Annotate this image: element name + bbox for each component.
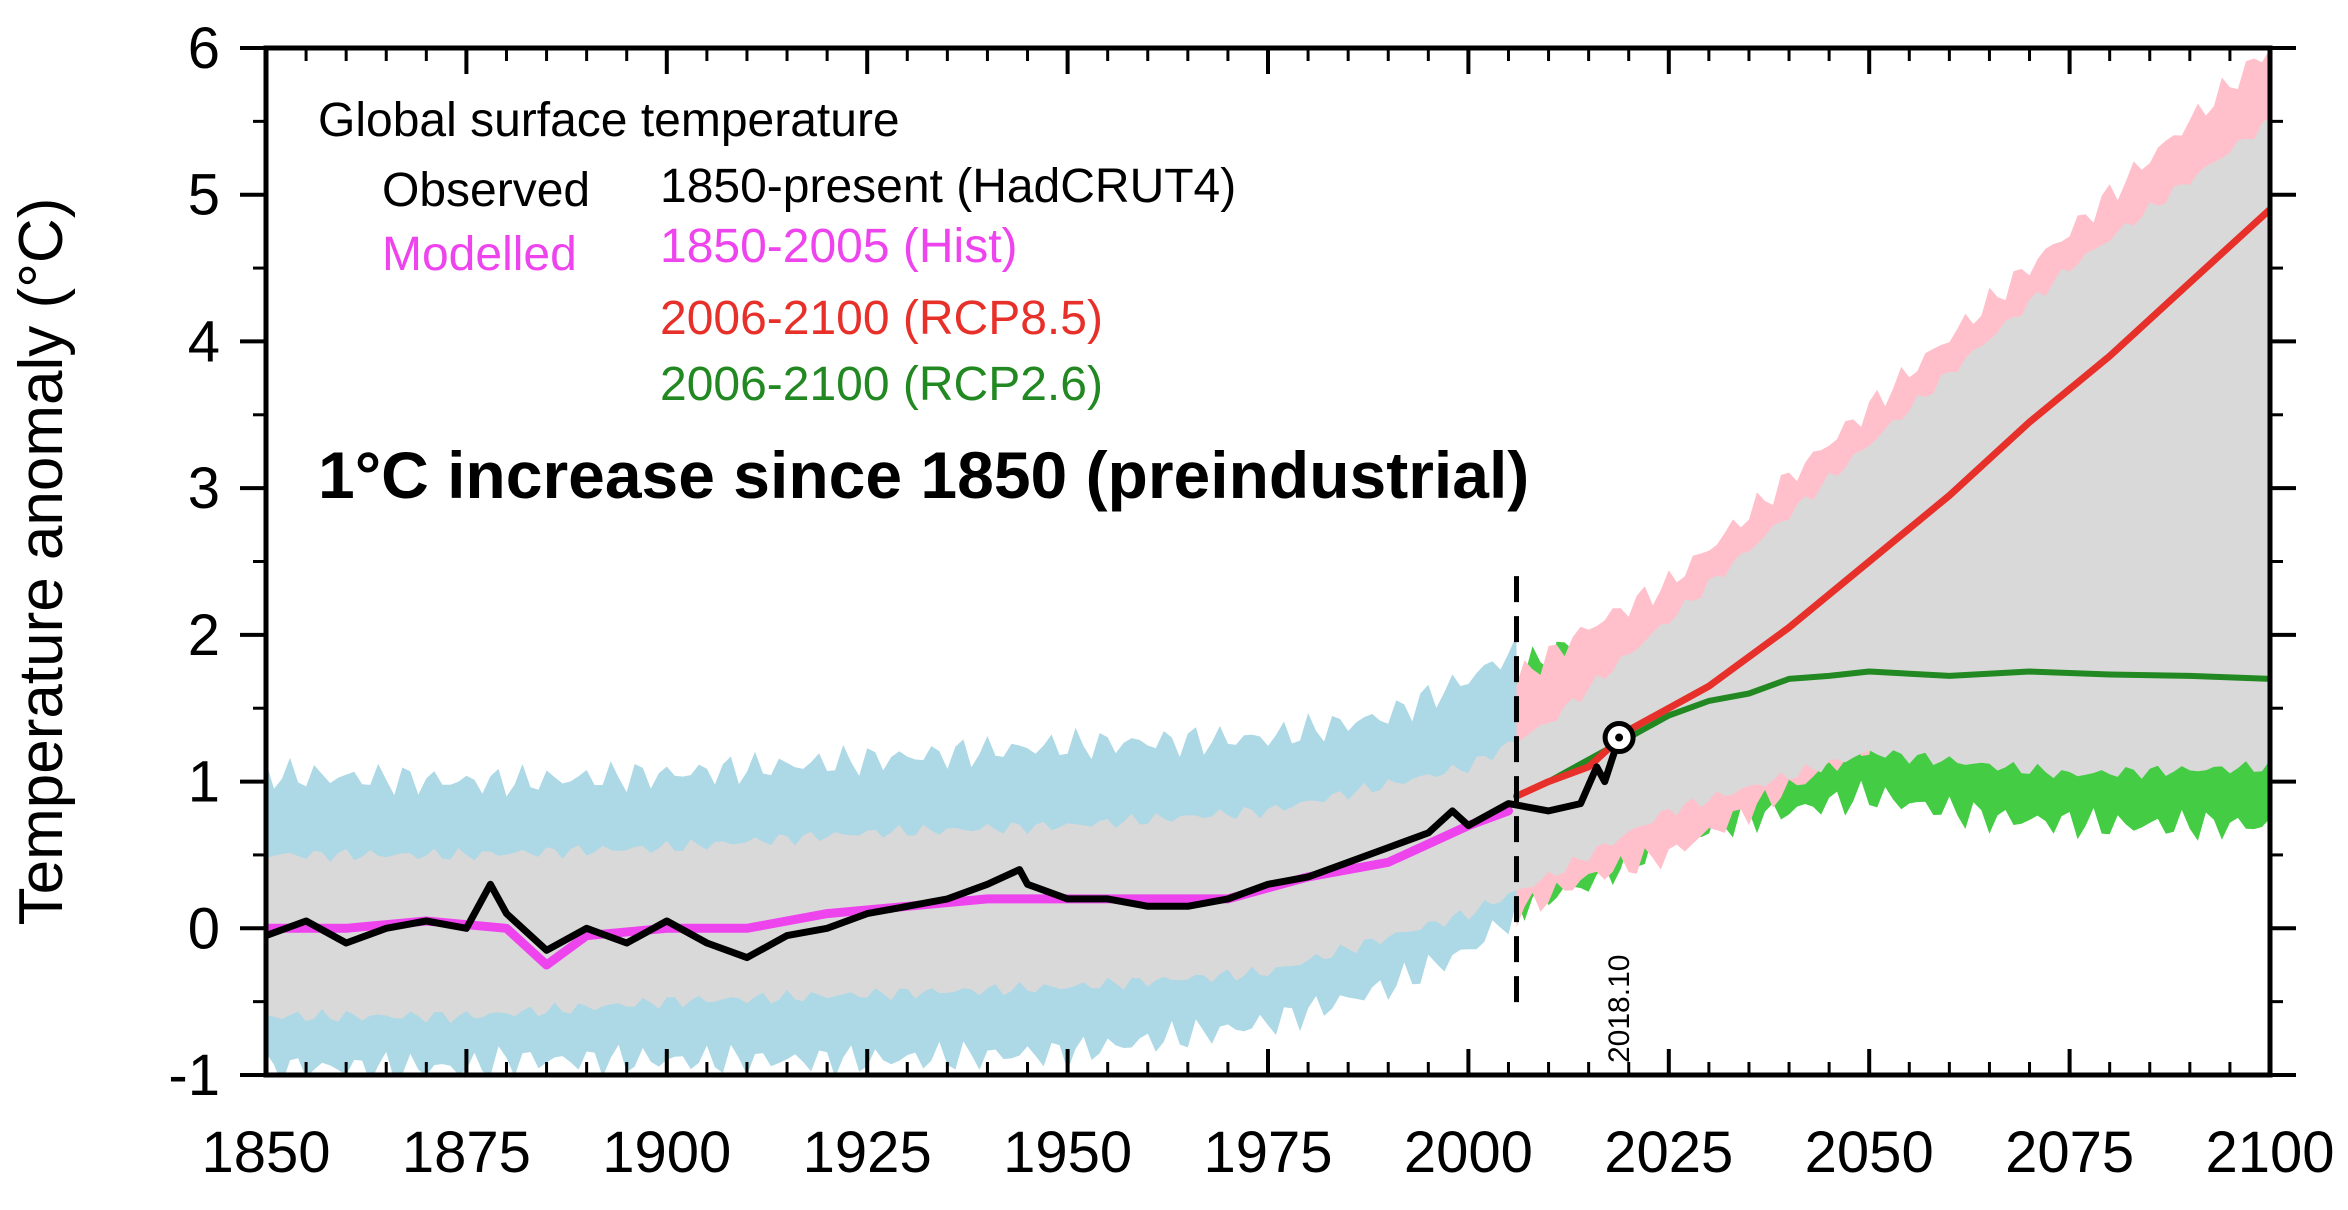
y-tick-label: 5	[188, 163, 220, 228]
legend-observed-label: Observed	[382, 164, 590, 217]
legend-rcp85-period: 2006-2100 (RCP8.5)	[660, 292, 1103, 345]
y-tick-label: 1	[188, 750, 220, 815]
x-tick-label: 2075	[2005, 1120, 2134, 1185]
y-tick-label: 3	[188, 456, 220, 521]
x-tick-label: 1975	[1203, 1120, 1332, 1185]
y-tick-label: 4	[188, 309, 220, 374]
marker-label: 2018.10	[1603, 955, 1636, 1063]
legend-rcp26-period: 2006-2100 (RCP2.6)	[660, 358, 1103, 411]
legend-observed-period: 1850-present (HadCRUT4)	[660, 160, 1236, 213]
x-tick-label: 1850	[201, 1120, 330, 1185]
x-tick-label: 2025	[1604, 1120, 1733, 1185]
observed-series-line	[266, 734, 1623, 962]
x-tick-label: 1950	[1003, 1120, 1132, 1185]
y-axis-label: Temperature anomaly (°C)	[7, 198, 76, 926]
legend-modelled-label: Modelled	[382, 228, 577, 281]
y-tick-label: 0	[188, 896, 220, 961]
legend-title: Global surface temperature	[318, 94, 900, 147]
x-tick-label: 1925	[803, 1120, 932, 1185]
inner-uncertainty-band	[266, 117, 2270, 1024]
axes: 1850 1875 1900 1925 1950 1975 2000 2025 2050 2075…	[168, 16, 2334, 1185]
x-tick-label: 1875	[402, 1120, 531, 1185]
x-tick-label: 2100	[2205, 1120, 2334, 1185]
plot-layers	[266, 48, 2270, 1075]
legend-hist-period: 1850-2005 (Hist)	[660, 220, 1018, 273]
y-tick-label: 2	[188, 603, 220, 668]
y-tick-label: -1	[168, 1043, 220, 1108]
x-tick-label: 2000	[1404, 1120, 1533, 1185]
legend: Global surface temperature Observed 1850…	[318, 94, 1236, 411]
y-tick-label: 6	[188, 16, 220, 81]
x-tick-label: 1900	[602, 1120, 731, 1185]
marker-dot	[1615, 733, 1624, 742]
chart-annotation: 1°C increase since 1850 (preindustrial)	[318, 438, 1529, 512]
plot-area	[266, 48, 2270, 1075]
x-tick-label: 2050	[1805, 1120, 1934, 1185]
rcp85-series-line	[1513, 205, 2270, 800]
